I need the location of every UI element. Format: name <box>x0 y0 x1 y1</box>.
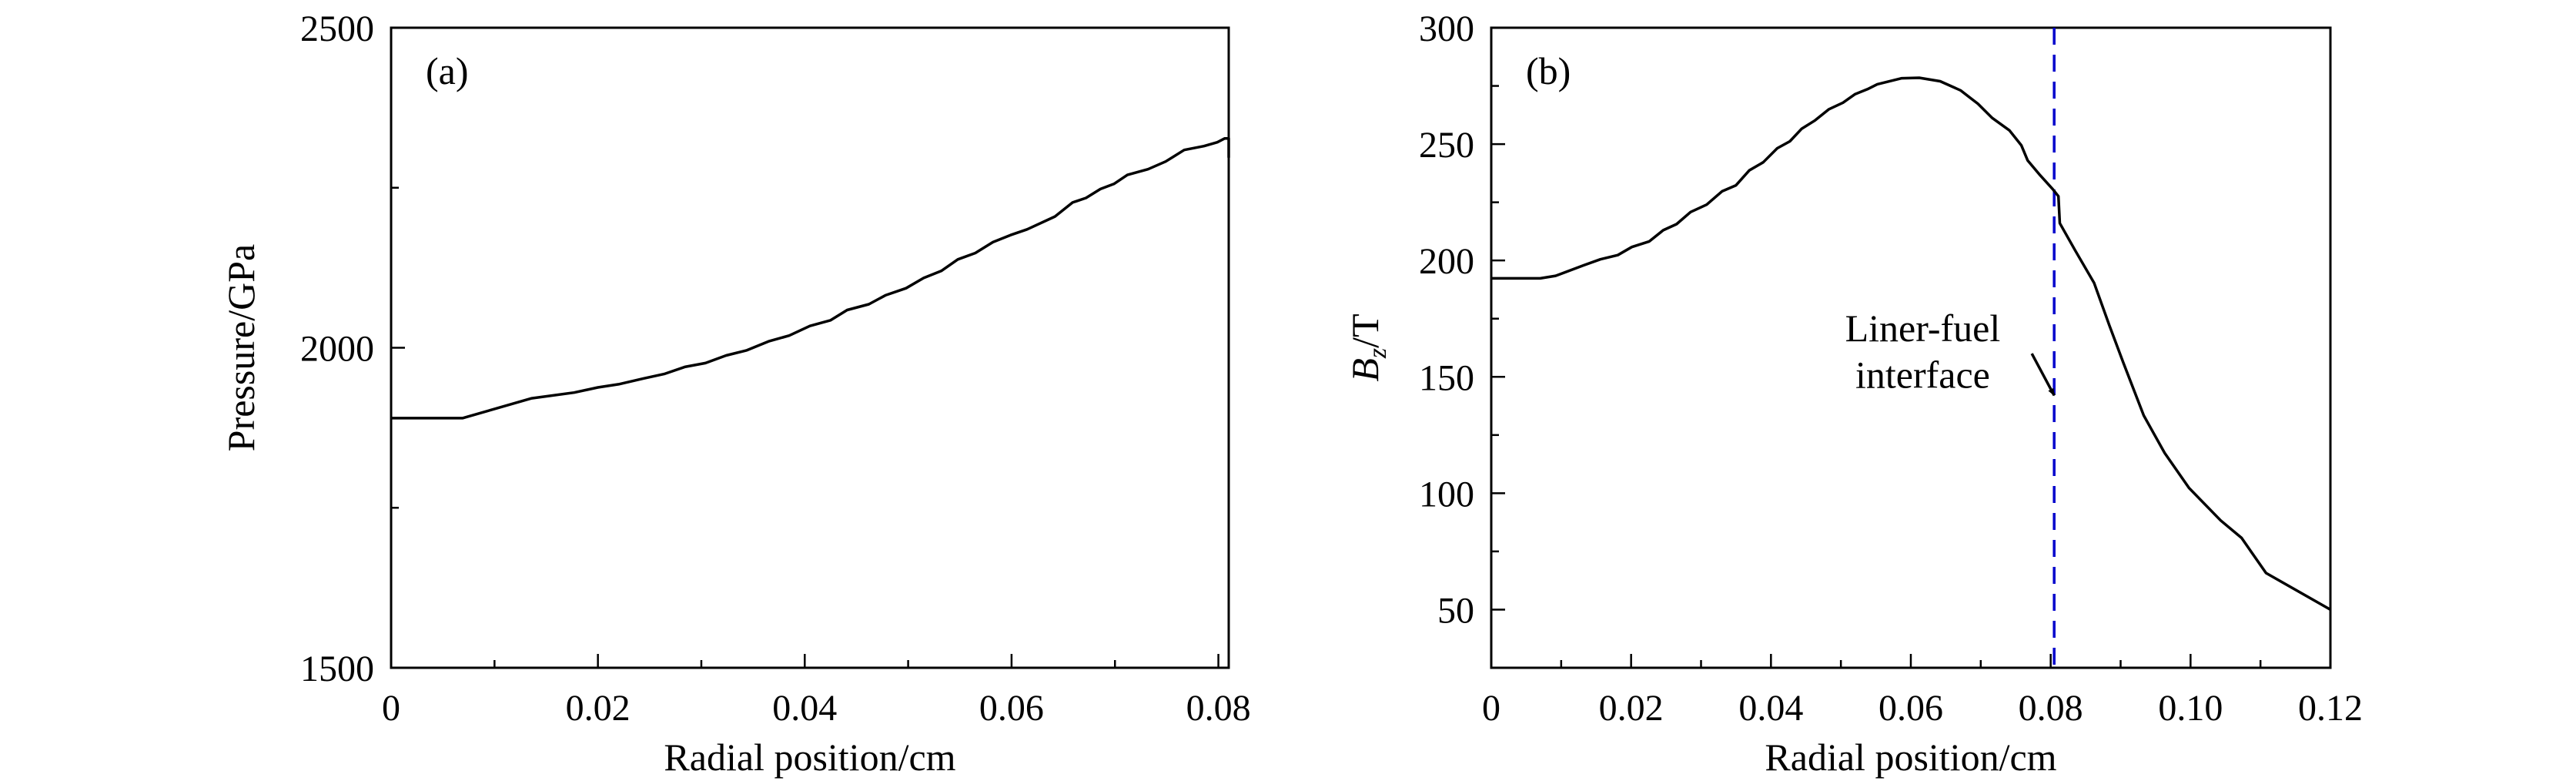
x-tick-label: 0.12 <box>2298 688 2363 729</box>
x-tick-label: 0.06 <box>1878 688 1943 729</box>
panel-label: (b) <box>1526 49 1571 92</box>
x-tick-label: 0.02 <box>1599 688 1664 729</box>
series-line <box>1491 76 2331 612</box>
annotation-text: Liner-fuel <box>1845 307 2001 350</box>
y-axis-label-part: /T <box>1343 313 1387 347</box>
y-tick-label: 300 <box>1419 8 1474 49</box>
x-tick-label: 0.04 <box>1738 688 1803 729</box>
annotation-arrow <box>2030 353 2056 397</box>
plot-frame <box>390 26 1230 669</box>
y-tick-label: 150 <box>1419 357 1474 398</box>
panel-a-pressure-chart: 0 0.02 0.04 0.06 0.08 1500 2000 2500 Radial posi… <box>219 8 1251 779</box>
y-tick-label: 200 <box>1419 241 1474 282</box>
x-axis-label: Radial position/cm <box>1765 736 2056 779</box>
x-tick-label: 0.08 <box>2019 688 2083 729</box>
y-axis-label: Bz/T <box>1343 313 1392 381</box>
y-axis-label-part: z <box>1363 348 1392 359</box>
x-tick-label: 0.06 <box>979 688 1044 729</box>
x-tick-label: 0.02 <box>566 688 631 729</box>
y-tick-label: 2000 <box>300 329 374 370</box>
x-tick-label: 0 <box>1482 688 1500 729</box>
annotation-text: interface <box>1855 353 1990 396</box>
y-axis-label-part: B <box>1343 358 1387 382</box>
panel-label: (a) <box>426 49 469 92</box>
panel-b-bz-chart: 0 0.02 0.04 0.06 0.08 0.10 0.12 50 100 150 200 250 3… <box>1343 8 2363 779</box>
x-tick-label: 0.08 <box>1186 688 1251 729</box>
x-tick-label: 0 <box>382 688 400 729</box>
y-tick-label: 250 <box>1419 125 1474 166</box>
series-line <box>391 137 1230 420</box>
y-tick-label: 2500 <box>300 8 374 49</box>
y-axis-label: Pressure/GPa <box>219 244 263 451</box>
x-tick-label: 0.10 <box>2158 688 2223 729</box>
x-tick-label: 0.04 <box>772 688 837 729</box>
y-tick-label: 1500 <box>300 649 374 689</box>
y-tick-label: 100 <box>1419 474 1474 515</box>
x-axis-label: Radial position/cm <box>664 736 955 779</box>
y-tick-label: 50 <box>1437 590 1474 631</box>
